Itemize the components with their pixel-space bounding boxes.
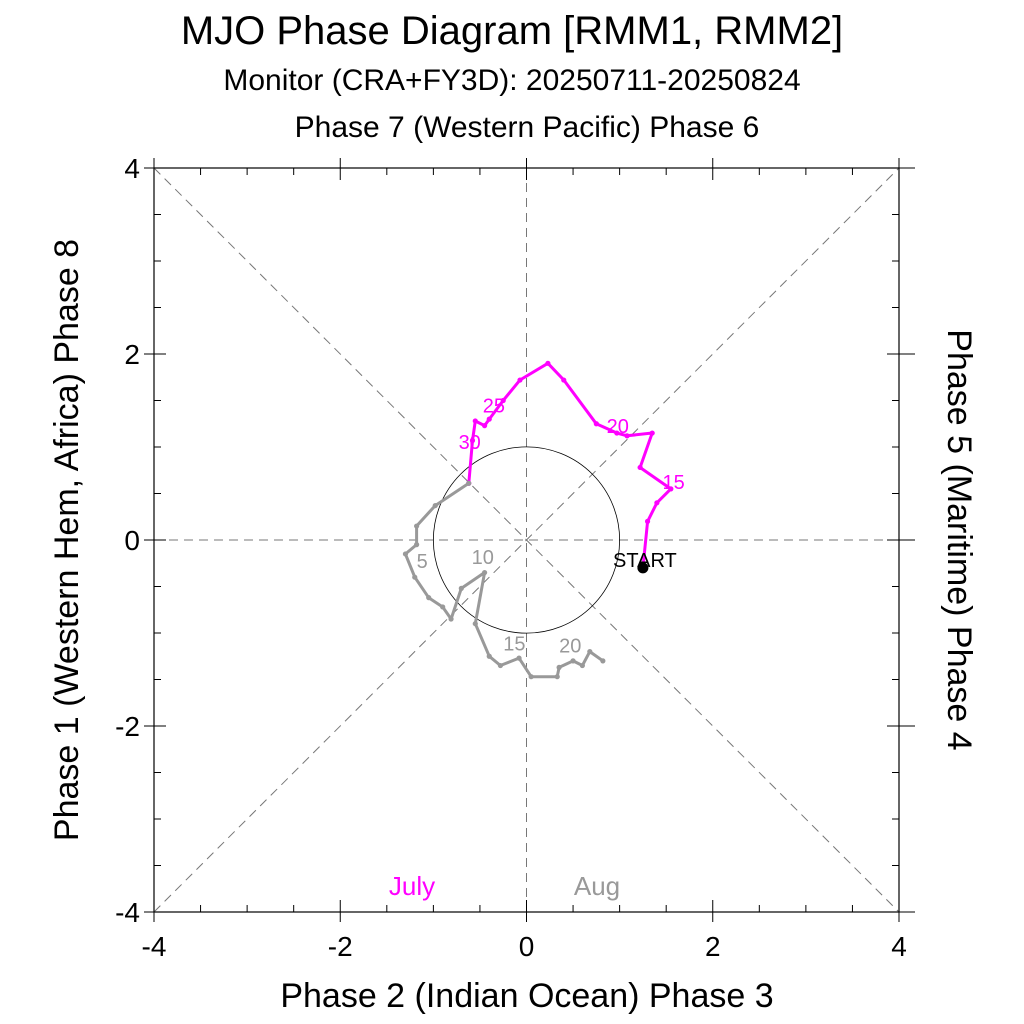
data-point xyxy=(624,433,630,439)
data-point xyxy=(593,421,599,427)
data-point xyxy=(600,658,606,664)
data-point xyxy=(644,518,651,525)
data-point xyxy=(500,397,506,404)
unit-circle xyxy=(432,446,621,634)
data-point xyxy=(637,464,643,471)
day-label: 15 xyxy=(663,472,685,494)
data-point xyxy=(472,418,478,424)
data-point xyxy=(556,664,562,671)
y-tick-label: 0 xyxy=(124,525,140,556)
x-tick-label: 2 xyxy=(705,931,721,962)
data-point xyxy=(486,416,492,422)
start-marker xyxy=(637,562,649,574)
data-point xyxy=(432,502,438,509)
data-point xyxy=(570,658,576,664)
x-axis-label: Phase 2 (Indian Ocean) Phase 3 xyxy=(280,977,773,1015)
x-tick-label: 4 xyxy=(891,931,907,962)
data-point xyxy=(587,649,593,655)
day-label: 20 xyxy=(559,636,581,658)
chart-title: MJO Phase Diagram [RMM1, RMM2] xyxy=(181,9,843,53)
day-label: 15 xyxy=(503,634,525,656)
data-point xyxy=(402,551,409,557)
data-point xyxy=(668,486,674,492)
data-point xyxy=(579,662,585,669)
day-label: 20 xyxy=(607,416,629,438)
data-point xyxy=(414,523,420,529)
series-line-aug xyxy=(403,482,604,679)
data-point xyxy=(481,423,488,429)
data-point xyxy=(516,655,522,661)
data-point xyxy=(497,662,504,669)
x-tick-label: 0 xyxy=(519,931,535,962)
diagonal-guide xyxy=(153,167,900,913)
y-tick-label: -2 xyxy=(115,711,140,742)
data-point xyxy=(466,480,472,486)
data-point xyxy=(481,569,488,576)
chart-subtitle: Monitor (CRA+FY3D): 20250711-20250824 xyxy=(223,64,800,97)
legend-entry-july: July xyxy=(389,871,435,901)
right-phase-label: Phase 5 (Maritime) Phase 4 xyxy=(940,329,978,750)
day-label: 30 xyxy=(459,432,481,454)
x-tick-label: -2 xyxy=(328,931,353,962)
data-point xyxy=(426,595,432,601)
start-label: START xyxy=(613,550,677,572)
day-label: 25 xyxy=(483,396,505,418)
x-tick-label: -4 xyxy=(142,931,167,962)
y-axis-label: Phase 1 (Western Hem, Africa) Phase 8 xyxy=(48,239,86,841)
data-point xyxy=(414,542,420,548)
data-point xyxy=(440,604,446,610)
y-tick-label: 2 xyxy=(124,339,140,370)
data-point xyxy=(412,574,418,580)
day-label: 5 xyxy=(417,551,428,573)
data-point xyxy=(545,360,551,366)
legend-entry-aug: Aug xyxy=(574,871,620,901)
data-point xyxy=(517,377,523,383)
data-point xyxy=(469,437,476,444)
y-tick-label: 4 xyxy=(124,153,140,184)
data-point xyxy=(472,621,478,627)
data-point xyxy=(458,585,464,591)
data-point xyxy=(448,616,454,622)
data-point xyxy=(486,653,492,659)
day-label: 10 xyxy=(472,547,494,569)
data-point xyxy=(561,377,567,383)
data-point xyxy=(649,430,655,436)
top-phase-label: Phase 7 (Western Pacific) Phase 6 xyxy=(295,111,760,144)
y-tick-label: -4 xyxy=(115,897,140,928)
data-point xyxy=(528,674,534,680)
data-point xyxy=(654,500,660,506)
data-point xyxy=(554,674,560,680)
data-point xyxy=(614,430,620,436)
